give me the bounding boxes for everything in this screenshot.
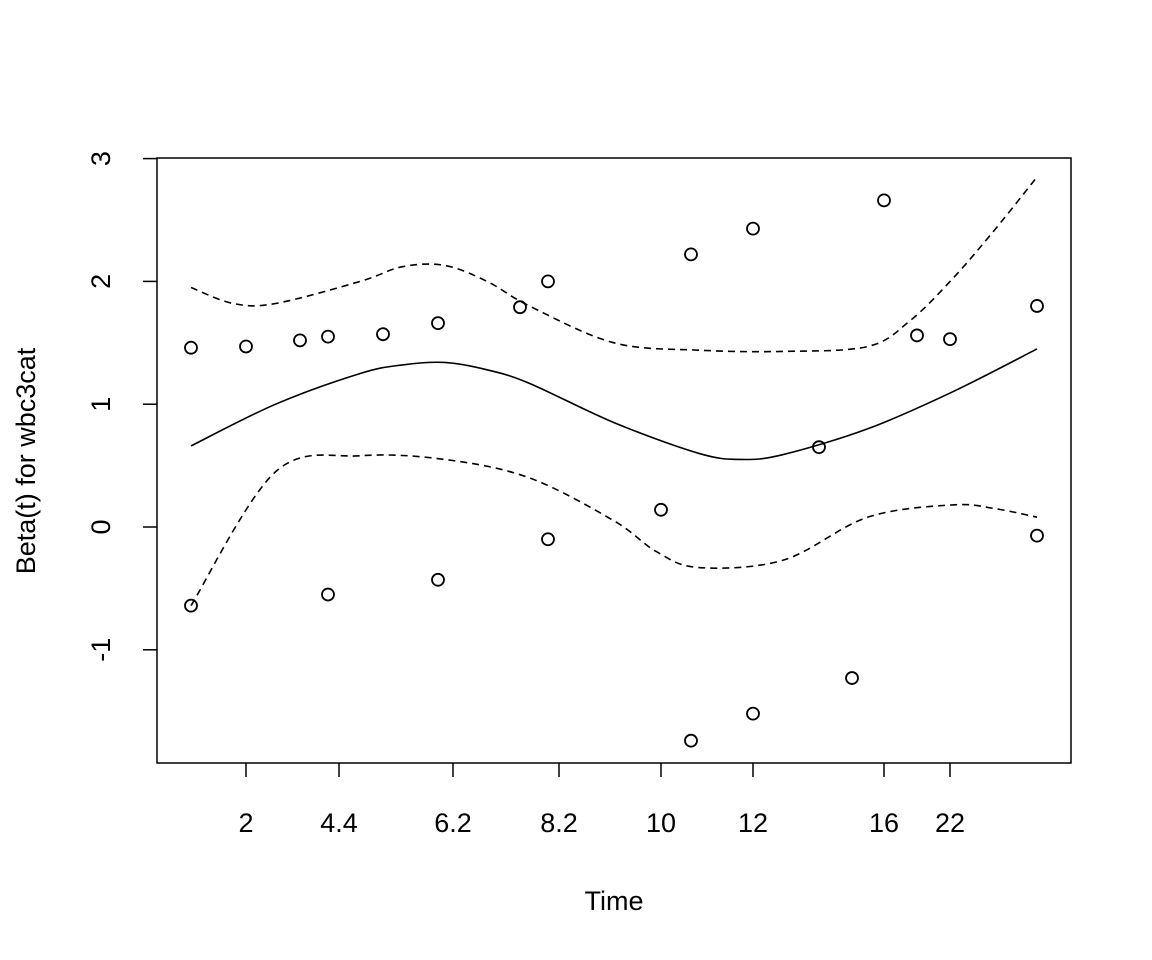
- data-point: [513, 300, 527, 315]
- data-point: [746, 221, 760, 236]
- data-point: [431, 316, 445, 331]
- x-tick-label: 16: [869, 808, 899, 838]
- points-layer: [184, 193, 1044, 748]
- data-point: [845, 671, 859, 685]
- data-point: [746, 706, 760, 721]
- plot-frame: [156, 157, 1072, 764]
- upper-confidence-band: [190, 176, 1038, 353]
- data-point: [293, 333, 307, 348]
- data-point: [654, 502, 668, 517]
- data-point: [541, 274, 555, 289]
- data-point: [684, 247, 698, 262]
- data-point: [321, 587, 335, 602]
- y-axis: -1 0 1 2 3: [86, 151, 157, 662]
- x-tick-label: 12: [738, 808, 768, 838]
- data-point: [431, 572, 445, 587]
- data-point: [184, 340, 198, 355]
- x-tick-label: 8.2: [540, 808, 578, 838]
- data-point: [1030, 528, 1044, 543]
- data-point: [1030, 299, 1044, 313]
- lower-confidence-band: [190, 454, 1038, 607]
- data-point: [376, 327, 390, 342]
- y-axis-label: Beta(t) for wbc3cat: [11, 347, 41, 574]
- y-tick-label: 2: [86, 274, 116, 289]
- x-axis-label: Time: [585, 886, 644, 916]
- data-point: [184, 598, 198, 613]
- y-tick-label: 1: [86, 397, 116, 412]
- x-tick-label: 22: [935, 808, 965, 838]
- data-point: [321, 329, 335, 344]
- data-point: [812, 440, 826, 455]
- x-tick-label: 4.4: [320, 808, 358, 838]
- x-tick-label: 6.2: [434, 808, 472, 838]
- data-point: [239, 339, 253, 354]
- data-point: [877, 193, 891, 208]
- x-tick-label: 2: [238, 808, 253, 838]
- x-axis: 2 4.4 6.2 8.2 10 12 16 22: [238, 763, 965, 838]
- fitted-curve: [190, 348, 1038, 461]
- data-point: [684, 733, 698, 748]
- y-tick-label: -1: [86, 638, 116, 662]
- data-point: [943, 332, 957, 347]
- y-tick-label: 0: [86, 519, 116, 534]
- data-point: [541, 532, 555, 547]
- data-point: [910, 328, 924, 343]
- series-layer: [190, 176, 1038, 607]
- x-tick-label: 10: [646, 808, 676, 838]
- y-tick-label: 3: [86, 151, 116, 166]
